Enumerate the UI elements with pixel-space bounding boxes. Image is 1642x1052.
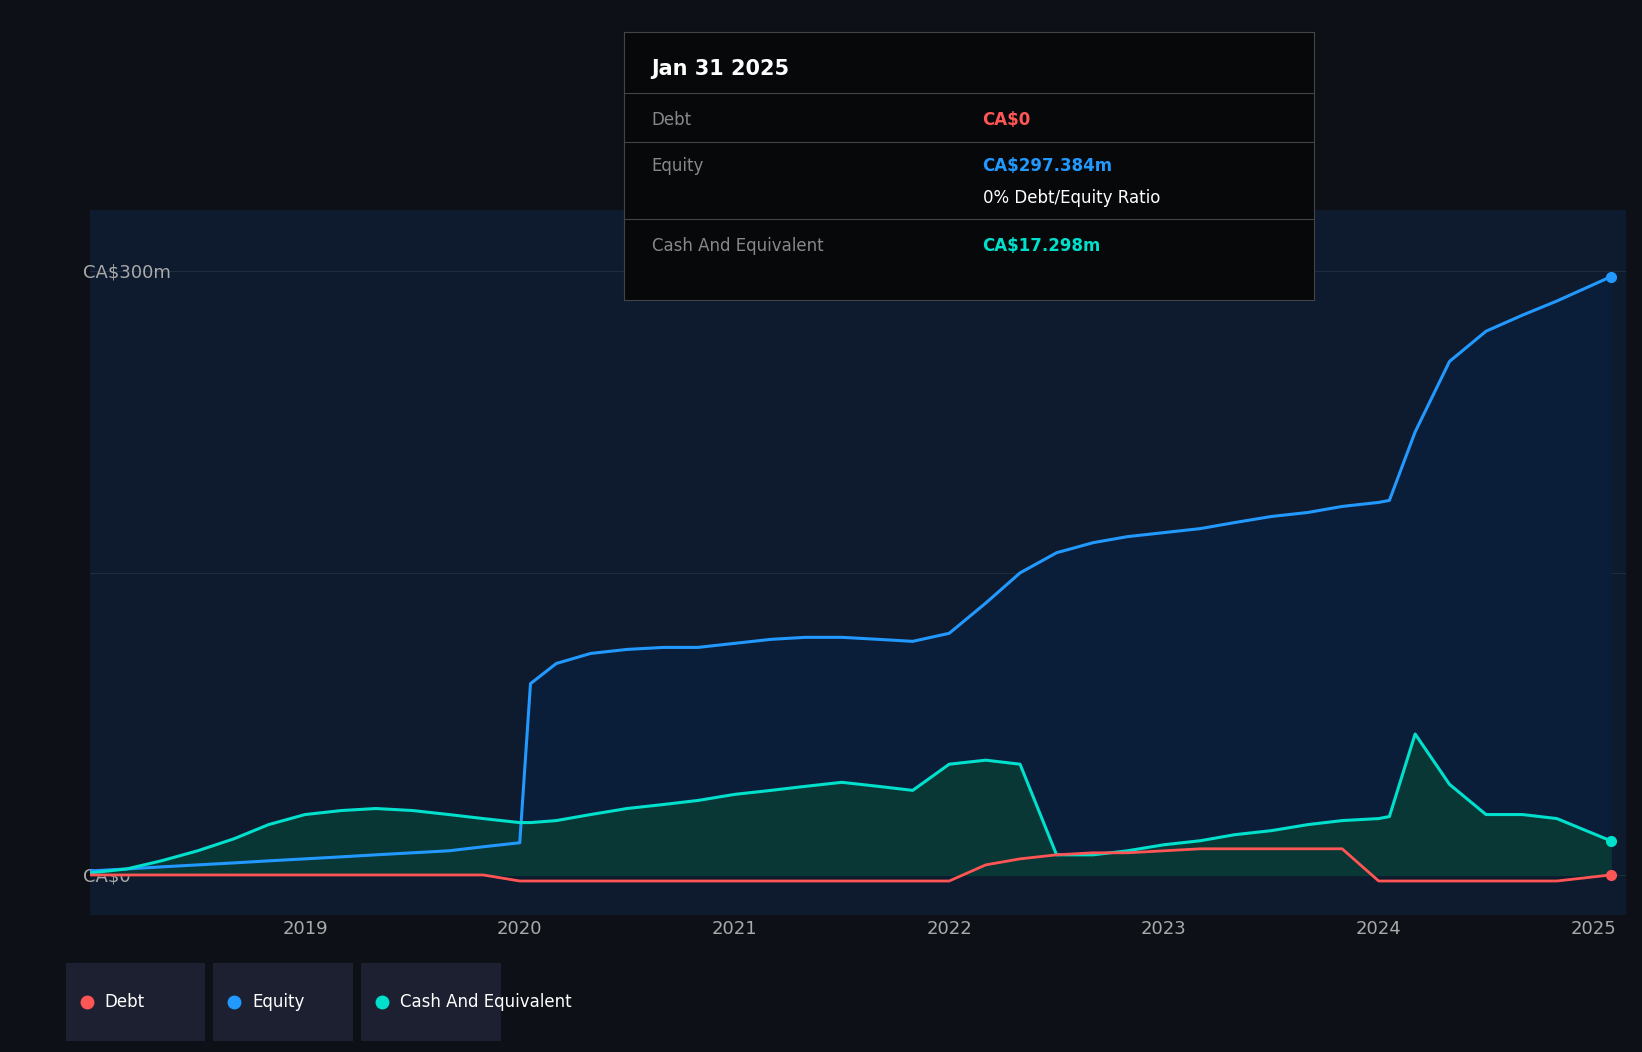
Text: Jan 31 2025: Jan 31 2025 [652, 59, 790, 79]
Text: Equity: Equity [652, 157, 704, 175]
Text: Debt: Debt [652, 112, 691, 129]
Text: Debt: Debt [105, 993, 144, 1011]
Text: CA$297.384m: CA$297.384m [982, 157, 1113, 175]
Text: 0% Debt/Equity Ratio: 0% Debt/Equity Ratio [982, 189, 1159, 207]
Text: Cash And Equivalent: Cash And Equivalent [652, 237, 823, 256]
Text: Equity: Equity [253, 993, 305, 1011]
Text: Cash And Equivalent: Cash And Equivalent [401, 993, 571, 1011]
Text: CA$0: CA$0 [982, 112, 1031, 129]
Text: CA$17.298m: CA$17.298m [982, 237, 1100, 256]
